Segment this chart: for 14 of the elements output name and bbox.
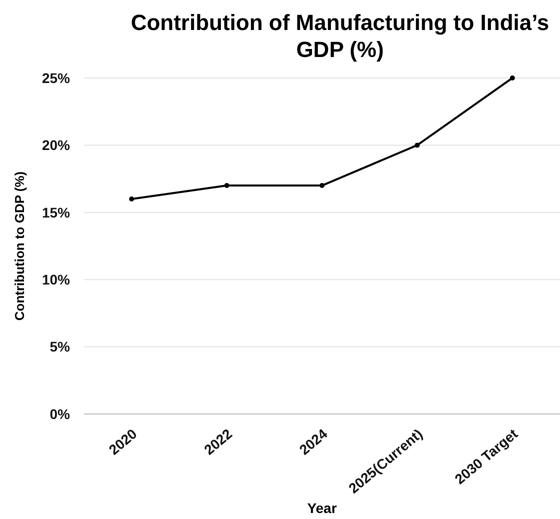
point	[129, 196, 134, 202]
y-tick-label: 10%	[42, 272, 71, 288]
y-tick-label: 5%	[50, 338, 71, 355]
point	[224, 183, 230, 188]
point	[510, 76, 515, 80]
y-tick-label: 20%	[42, 137, 71, 154]
y-tick-label: 0%	[50, 406, 71, 422]
y-axis-title: Contribution to GDP (%)	[12, 171, 27, 321]
point	[414, 142, 420, 148]
chart-title: Contribution of Manufacturing to India’s GDP (%)	[130, 10, 550, 62]
x-axis-title: Year	[307, 500, 338, 516]
y-tick-label: 15%	[42, 204, 71, 220]
point	[320, 183, 324, 188]
y-tick-label: 25%	[42, 70, 71, 86]
